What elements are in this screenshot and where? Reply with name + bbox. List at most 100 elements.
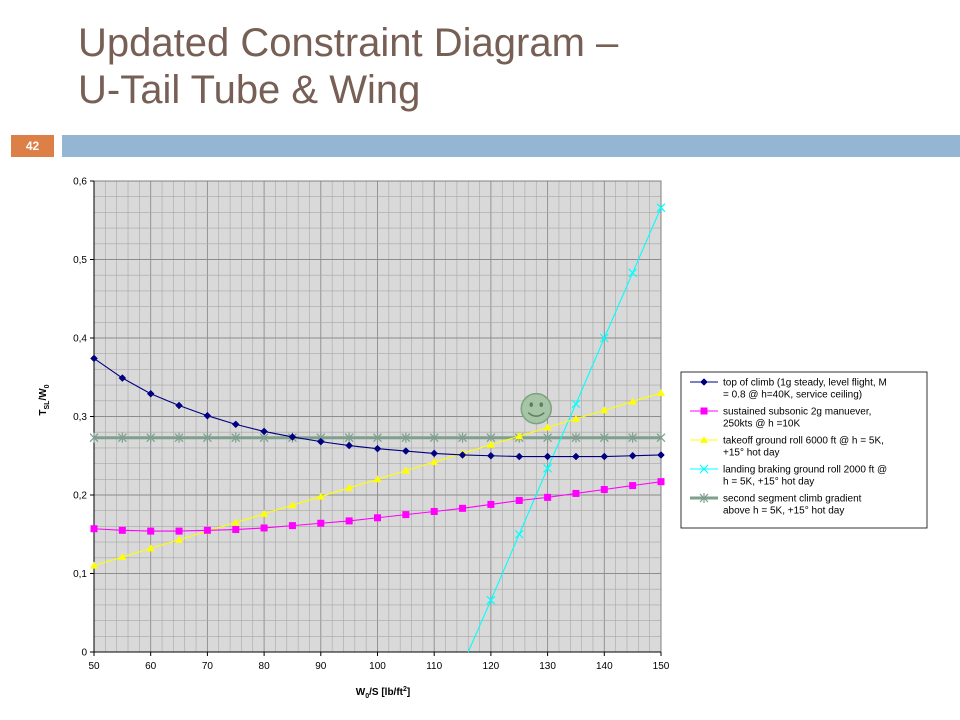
legend-label: = 0.8 @ h=40K, service ceiling)	[723, 390, 862, 401]
series-2-point	[572, 489, 580, 497]
x-tick-label: 100	[369, 661, 386, 672]
series-2-point	[90, 525, 98, 533]
series-3-point	[571, 414, 580, 422]
series-1-point	[118, 374, 127, 382]
series-1-point	[231, 420, 240, 429]
series-2-point	[657, 478, 665, 486]
smiley-mouth	[527, 412, 545, 417]
legend-label: 250kts @ h =10K	[723, 419, 800, 430]
series-3-point	[543, 423, 552, 431]
series-3-point	[486, 440, 495, 448]
x-tick-label: 70	[202, 661, 214, 672]
series-1	[90, 354, 665, 461]
x-tick-label: 110	[426, 661, 442, 672]
series-1-point	[458, 451, 467, 459]
series-1-point	[288, 433, 297, 441]
series-5-point	[202, 432, 212, 443]
series-3-point	[401, 466, 410, 474]
series-2-point	[374, 514, 381, 522]
x-tick-label: 140	[596, 661, 613, 672]
series-1-point	[146, 389, 155, 398]
x-tick-label: 90	[315, 661, 327, 672]
series-1-point	[90, 354, 98, 363]
series-4-point	[599, 333, 609, 343]
y-tick-label: 0,2	[73, 491, 87, 502]
y-tick-label: 0,4	[73, 334, 87, 345]
series-layer	[89, 203, 666, 653]
series-3-point	[345, 483, 354, 491]
series-5-point	[344, 432, 354, 443]
smiley-face	[520, 392, 553, 425]
series-5-point	[599, 432, 609, 443]
series-5-point	[571, 432, 581, 443]
series-1-point	[345, 441, 354, 450]
slide-title-line-1: Updated Constraint Diagram –	[78, 21, 619, 65]
series-4-point	[628, 268, 638, 278]
series-5-point	[231, 432, 241, 443]
legend-label: +15° hot day	[723, 448, 780, 459]
series-1-point	[430, 449, 439, 458]
x-tick-label: 150	[653, 661, 670, 672]
series-4-line	[467, 207, 662, 653]
legend-label: above h = 5K, +15° hot day	[723, 506, 844, 517]
series-5-point	[146, 432, 156, 443]
series-3-point	[175, 535, 184, 543]
series-1-point	[572, 452, 580, 461]
series-3-point	[90, 561, 98, 569]
axes-layer: 50 60 70 80 90 100 110 120 130 140 150 0 0,1 0,2 0,3 0,…	[73, 177, 670, 673]
x-tick-label: 120	[483, 661, 500, 672]
legend-swatch-marker	[700, 436, 708, 443]
series-2-point	[487, 500, 495, 508]
legend-label: sustained subsonic 2g manuever,	[723, 407, 871, 418]
series-5-point	[458, 432, 467, 443]
series-3-point	[373, 475, 382, 483]
series-1-point	[373, 444, 382, 453]
series-4-point	[571, 399, 581, 409]
legend-swatch-marker	[700, 407, 708, 415]
smiley-left-eye	[529, 402, 534, 408]
series-2-point	[288, 522, 296, 530]
series-2-point	[600, 486, 608, 494]
series-3-point	[146, 544, 155, 552]
page-number-badge: 42	[11, 135, 54, 157]
series-3-point	[118, 553, 127, 561]
series-5-point	[373, 432, 382, 443]
legend-item-2: sustained subsonic 2g manuever,250kts @ …	[690, 407, 871, 430]
plot-layer	[93, 180, 662, 653]
series-5-point	[401, 432, 411, 443]
series-1-point	[203, 411, 212, 420]
series-2-point	[402, 511, 410, 519]
series-2-point	[629, 482, 637, 490]
y-tick-label: 0,3	[73, 412, 87, 423]
legend-item-3: takeoff ground roll 6000 ft @ h = 5K,+15…	[690, 436, 884, 459]
series-5-point	[656, 432, 666, 443]
legend-box	[680, 371, 928, 529]
series-5-point	[174, 432, 184, 443]
series-1-point	[628, 451, 637, 460]
series-4-point	[543, 463, 553, 473]
legend-label: top of climb (1g steady, level flight, M	[723, 378, 887, 389]
series-4-point	[656, 203, 666, 213]
series-2-point	[430, 507, 438, 515]
series-1-point	[600, 452, 609, 461]
smiley-right-eye	[539, 402, 544, 408]
slide-title-line-2: U-Tail Tube & Wing	[78, 68, 421, 112]
slide-title: Updated Constraint Diagram – U-Tail Tube…	[78, 20, 938, 114]
series-1-point	[543, 452, 552, 461]
series-2-point	[515, 496, 523, 504]
series-3-point	[316, 492, 325, 500]
legend-swatch-marker	[700, 378, 708, 386]
accent-bar	[62, 135, 960, 157]
series-2-point	[203, 526, 211, 534]
series-3-point	[600, 406, 609, 414]
series-2-point	[175, 527, 183, 535]
x-tick-label: 80	[259, 661, 271, 672]
x-tick-label: 50	[88, 661, 100, 672]
smiley-face-icon	[520, 392, 553, 425]
legend-label: takeoff ground roll 6000 ft @ h = 5K,	[723, 436, 884, 447]
series-3-point	[231, 518, 240, 526]
series-1-point	[515, 452, 524, 461]
y-tick-label: 0	[81, 648, 87, 659]
series-3-point	[430, 458, 439, 466]
